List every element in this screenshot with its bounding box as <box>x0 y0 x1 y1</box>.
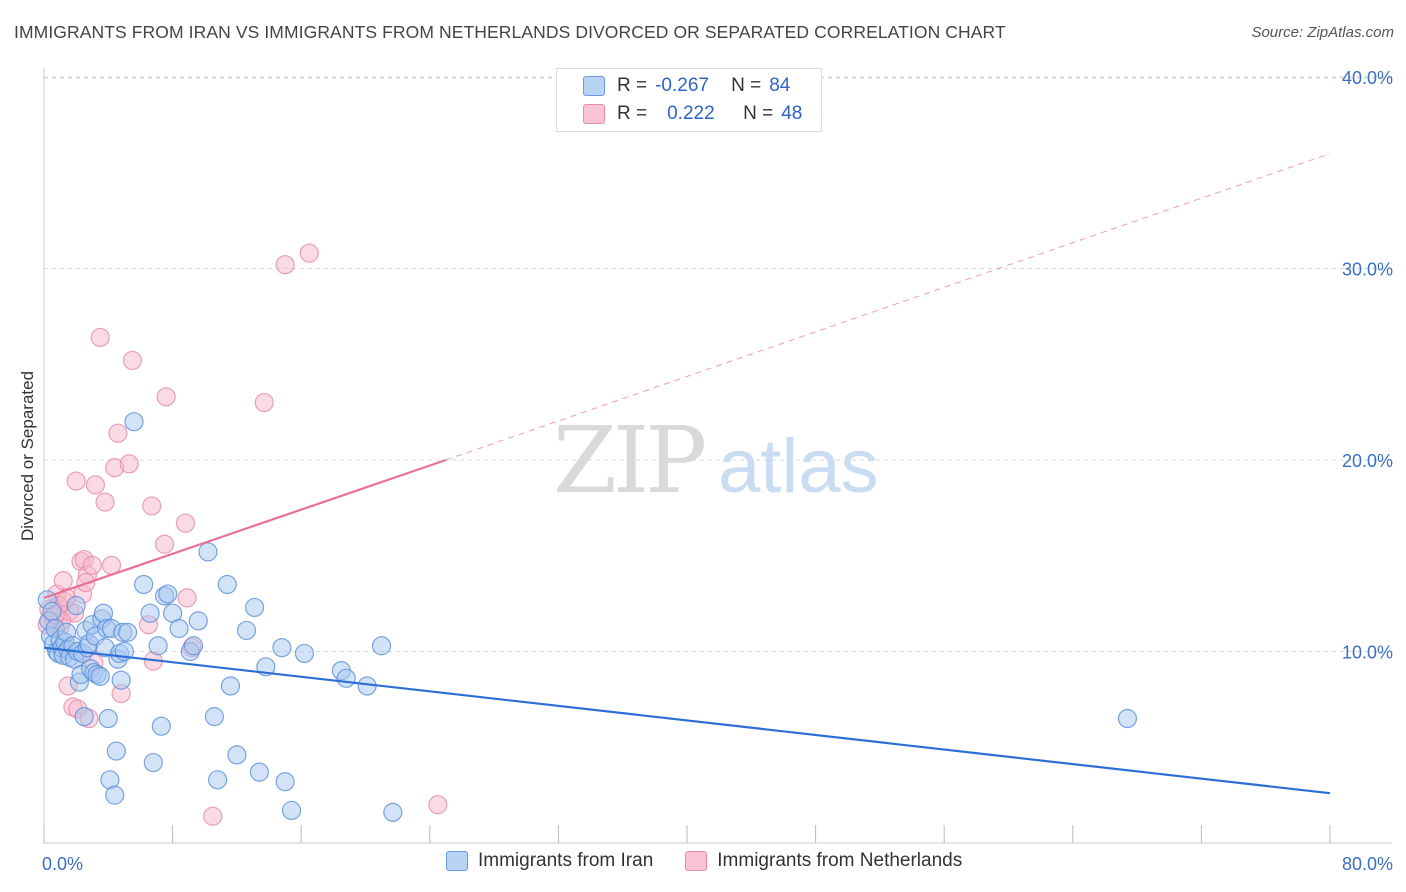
legend-row-iran: R = -0.267 N = 84 <box>557 73 790 99</box>
netherlands-trend-extension <box>445 153 1331 461</box>
netherlands-point <box>66 471 86 491</box>
netherlands-point <box>154 534 175 554</box>
netherlands-point <box>142 496 162 516</box>
netherlands-point <box>275 255 295 275</box>
series-iran-points <box>37 412 1138 822</box>
netherlands-point <box>156 387 176 407</box>
watermark-zip: ZIP <box>553 407 704 514</box>
trend-lines <box>43 153 1331 795</box>
iran-point <box>275 772 295 792</box>
iran-point <box>204 707 224 727</box>
watermark-atlas: atlas <box>718 424 879 509</box>
netherlands-point <box>122 350 143 371</box>
netherlands-point <box>428 795 448 815</box>
netherlands-point <box>119 454 139 474</box>
y-tick-label: 40.0% <box>1342 68 1393 88</box>
iran-point <box>90 666 110 686</box>
gridlines <box>44 76 1392 652</box>
iran-point <box>124 412 144 432</box>
iran-point <box>183 636 204 656</box>
iran-point <box>111 670 131 690</box>
netherlands-legend-label: Immigrants from Netherlands <box>717 850 963 871</box>
iran-point <box>98 708 118 729</box>
iran-point <box>140 603 160 623</box>
iran-point <box>148 636 168 656</box>
netherlands-legend-swatch <box>685 851 708 871</box>
iran-point <box>227 745 247 765</box>
netherlands-swatch <box>583 104 605 124</box>
iran-point <box>188 611 208 631</box>
netherlands-point <box>85 475 106 495</box>
iran-legend-label: Immigrants from Iran <box>478 850 654 871</box>
iran-point <box>158 584 178 604</box>
y-tick-label: 20.0% <box>1342 451 1393 471</box>
netherlands-n-label: N = <box>743 103 774 124</box>
netherlands-n-value: 48 <box>781 103 803 124</box>
iran-point <box>294 643 315 664</box>
iran-point <box>143 752 163 773</box>
netherlands-r-value: 0.222 <box>667 103 715 124</box>
source-credit: Source: ZipAtlas.com <box>1251 24 1394 41</box>
iran-point <box>42 601 62 621</box>
netherlands-trend-line <box>43 458 447 599</box>
axes <box>43 68 1392 844</box>
iran-point <box>244 597 265 618</box>
iran-point <box>117 622 138 642</box>
iran-point <box>281 800 302 821</box>
netherlands-point <box>53 571 73 591</box>
netherlands-point <box>95 492 115 512</box>
iran-legend-swatch <box>446 851 468 871</box>
iran-swatch <box>583 76 605 96</box>
iran-point <box>336 668 356 688</box>
iran-trend-line <box>43 646 1331 795</box>
series-netherlands-points <box>37 243 448 826</box>
iran-point <box>74 707 94 727</box>
iran-point <box>272 638 292 658</box>
correlation-legend: R = -0.267 N = 84 R = 0.222 N = 48 <box>556 68 822 132</box>
chart-title: IMMIGRANTS FROM IRAN VS IMMIGRANTS FROM … <box>14 22 1006 42</box>
iran-r-label: R = <box>617 75 648 96</box>
iran-point <box>383 802 403 822</box>
tick-labels: 10.0% 20.0% 30.0% 40.0% 0.0% 80.0% <box>42 68 1393 874</box>
netherlands-point <box>177 588 197 608</box>
iran-point <box>134 574 154 595</box>
iran-point <box>371 636 392 656</box>
netherlands-r-label: R = <box>617 103 648 124</box>
netherlands-point <box>175 513 196 533</box>
iran-point <box>66 595 86 616</box>
iran-point <box>249 762 270 782</box>
iran-point <box>198 542 218 562</box>
iran-r-value: -0.267 <box>655 75 709 96</box>
y-tick-label: 30.0% <box>1342 260 1393 280</box>
netherlands-point <box>90 327 110 348</box>
iran-point <box>217 574 237 595</box>
iran-point <box>151 716 171 736</box>
iran-point <box>169 618 189 639</box>
netherlands-point <box>254 392 274 413</box>
iran-point <box>220 676 241 696</box>
netherlands-point <box>203 806 223 826</box>
y-tick-label: 10.0% <box>1342 643 1393 663</box>
iran-point <box>236 620 257 641</box>
netherlands-point <box>299 243 319 263</box>
iran-n-label: N = <box>731 75 762 96</box>
netherlands-point <box>108 423 128 443</box>
iran-point <box>105 785 125 805</box>
x-tick-label: 0.0% <box>42 854 83 874</box>
netherlands-point <box>82 555 102 575</box>
iran-point <box>208 770 228 790</box>
x-tick-label: 80.0% <box>1342 854 1393 874</box>
legend-row-netherlands: R = 0.222 N = 48 <box>557 101 802 127</box>
iran-n-value: 84 <box>769 75 791 96</box>
series-legend: Immigrants from Iran Immigrants from Net… <box>446 850 962 872</box>
iran-point <box>1117 708 1138 729</box>
iran-point <box>106 741 126 761</box>
